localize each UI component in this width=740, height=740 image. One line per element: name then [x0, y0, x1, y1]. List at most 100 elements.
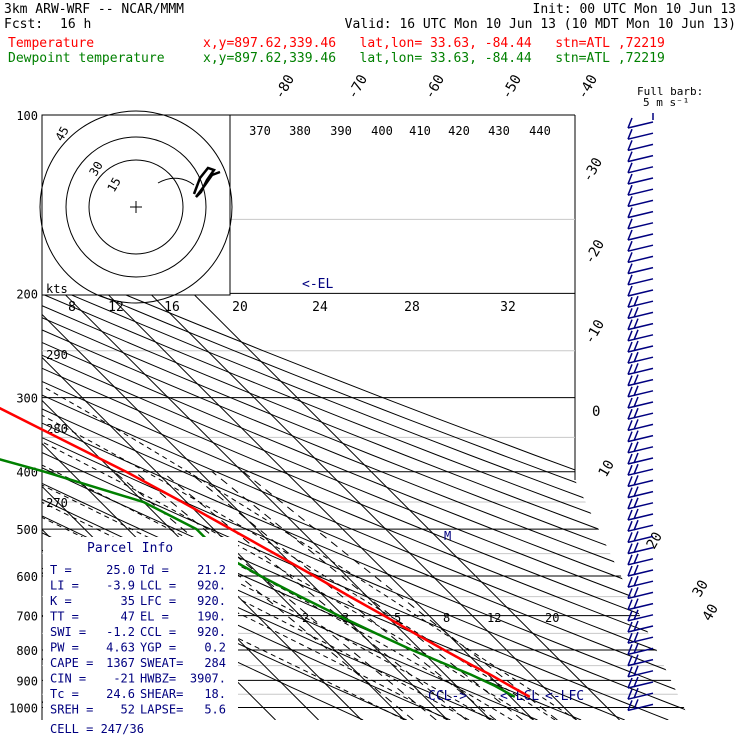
- theta-label: 430: [488, 124, 510, 138]
- isotherm-label: -10: [582, 317, 609, 347]
- wind-barb-flag: [633, 385, 639, 397]
- wind-barb-staff: [627, 490, 654, 499]
- wind-barb-flag: [633, 452, 639, 464]
- wind-barb: [627, 575, 654, 588]
- dry-adiabat: [42, 115, 690, 720]
- wind-barb: [627, 419, 654, 432]
- parcel-row-label2: CCL =: [140, 625, 176, 639]
- parcel-row-value: -3.9: [106, 579, 135, 593]
- wind-barb-flag: [633, 486, 639, 497]
- wind-barb-flag: [627, 632, 633, 644]
- parcel-row-value2: 190.: [197, 610, 226, 624]
- wind-barb: [627, 351, 654, 364]
- isotherm-label: 0: [592, 404, 600, 420]
- wind-barb-flag: [633, 441, 639, 453]
- wind-barb: [627, 519, 654, 532]
- wind-barb: [627, 654, 654, 667]
- wind-barb-flag: [633, 631, 639, 643]
- pressure-label-100: 100: [16, 109, 38, 123]
- lfc-marker: <-LFC: [545, 689, 584, 704]
- wind-barb-staff: [627, 647, 654, 656]
- parcel-row-label: LI =: [50, 579, 79, 593]
- wind-barb-staff: [627, 378, 654, 387]
- hodograph-ring-label: 45: [52, 124, 71, 144]
- pressure-label-500: 500: [16, 523, 38, 537]
- wind-barb: [627, 295, 654, 308]
- isotherm: [42, 115, 534, 720]
- dewpoint-legend: Dewpoint temperature: [8, 51, 165, 66]
- theta-low-label: 280: [46, 422, 68, 436]
- wind-barb-staff: [627, 322, 654, 331]
- wind-barb: [627, 542, 654, 555]
- parcel-row-label2: Td =: [140, 563, 169, 577]
- hodograph-trace: [192, 166, 221, 198]
- wind-barb: [627, 374, 654, 387]
- isotherm-label: 30: [690, 577, 712, 600]
- dewpoint-location: x,y=897.62,339.46 lat,lon= 33.63, -84.44…: [203, 51, 665, 66]
- parcel-row-value: 35: [121, 594, 135, 608]
- parcel-row-label2: LCL =: [140, 579, 176, 593]
- dry-adiabat: [42, 115, 364, 720]
- parcel-row-label2: HWBZ=: [140, 672, 176, 686]
- wind-barb: [627, 587, 654, 600]
- wind-barb-staff: [627, 580, 654, 588]
- parcel-row-value: 24.6: [106, 687, 135, 701]
- dry-adiabat: [42, 115, 690, 720]
- wind-barb-staff: [627, 356, 654, 364]
- wind-barb-flag: [633, 363, 639, 374]
- theta-low-label: 290: [46, 348, 68, 362]
- wind-barb-flag: [633, 407, 639, 419]
- pressure-label-1000: 1000: [9, 701, 38, 715]
- wind-barb: [627, 307, 654, 320]
- wind-barb-flag: [633, 665, 639, 677]
- wind-barb-flag: [627, 364, 633, 375]
- wind-barb-staff: [627, 535, 654, 544]
- wind-barb-flag: [627, 151, 633, 162]
- wind-barb-staff: [627, 345, 654, 353]
- dry-adiabat: [42, 115, 690, 720]
- mixing-ratio-label: 5: [394, 611, 401, 625]
- wind-barb: [627, 252, 654, 264]
- moist-adiabat: [42, 292, 491, 720]
- parcel-row-label: K =: [50, 594, 72, 608]
- wind-barb-flag: [627, 207, 633, 218]
- wind-barb-flag: [627, 408, 633, 420]
- dry-adiabat: [42, 115, 690, 720]
- parcel-row-label: CIN =: [50, 672, 86, 686]
- wind-barb: [627, 196, 654, 208]
- wind-barb: [627, 486, 654, 499]
- init-time: Init: 00 UTC Mon 10 Jun 13: [532, 2, 737, 17]
- wind-barb-flag: [627, 655, 633, 666]
- wind-barb-staff: [627, 625, 654, 633]
- wind-barb-flag: [627, 397, 633, 409]
- wind-barb-flag: [633, 575, 639, 587]
- dry-adiabat: [42, 115, 690, 720]
- wind-barb: [627, 151, 654, 163]
- wind-barb: [627, 430, 654, 443]
- wind-barb: [627, 564, 654, 577]
- wind-barb-flag: [633, 598, 639, 609]
- parcel-row-value2: 920.: [197, 594, 226, 608]
- model-title: 3km ARW-WRF -- NCAR/MMM: [4, 2, 185, 17]
- wind-barb: [627, 531, 654, 544]
- m-marker: M: [444, 529, 451, 543]
- parcel-row-label2: EL =: [140, 610, 169, 624]
- wind-barb: [627, 508, 654, 521]
- wind-barb-flag: [627, 543, 633, 554]
- isotherm-label: 20: [644, 529, 666, 552]
- wind-barb-flag: [627, 196, 633, 207]
- wind-barb-flag: [627, 431, 633, 442]
- wind-barb-staff: [627, 412, 654, 420]
- wind-barb-staff: [627, 289, 654, 297]
- hodograph-ring-label: 30: [86, 159, 105, 179]
- wind-barb-flag: [627, 520, 633, 532]
- wind-barb: [627, 631, 654, 644]
- wind-barb: [627, 162, 654, 174]
- wind-barb: [627, 609, 654, 622]
- wind-barb-staff: [627, 468, 654, 476]
- hodograph-ring: [65, 136, 207, 278]
- wind-barb-flag: [627, 509, 633, 521]
- theta-label: 400: [371, 124, 393, 138]
- wind-barb-flag: [633, 396, 639, 408]
- wind-barb-staff: [627, 546, 654, 555]
